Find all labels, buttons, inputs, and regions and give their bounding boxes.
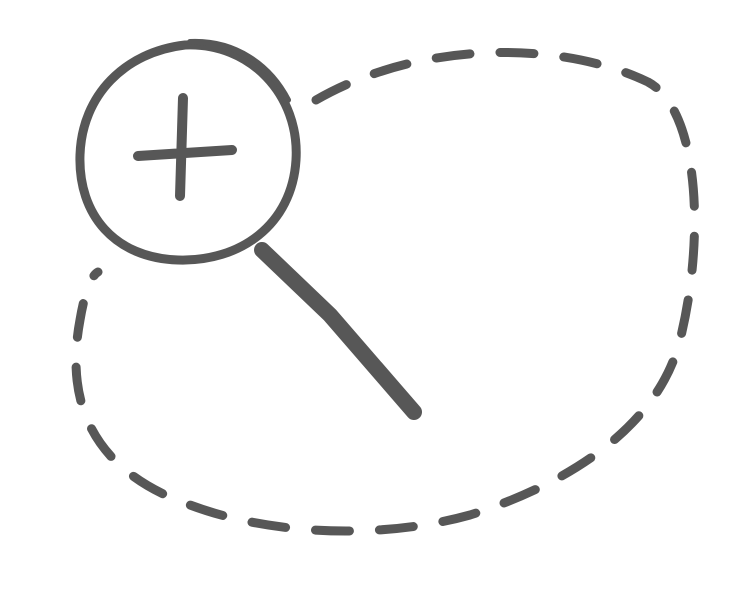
magnifier-icon [75, 38, 422, 420]
lasso-selection-outline [71, 48, 700, 536]
magnifier-lens-accent [187, 38, 291, 103]
magnifier-lens [75, 40, 301, 265]
plus-icon [133, 93, 237, 201]
magnifier-handle [254, 242, 422, 420]
